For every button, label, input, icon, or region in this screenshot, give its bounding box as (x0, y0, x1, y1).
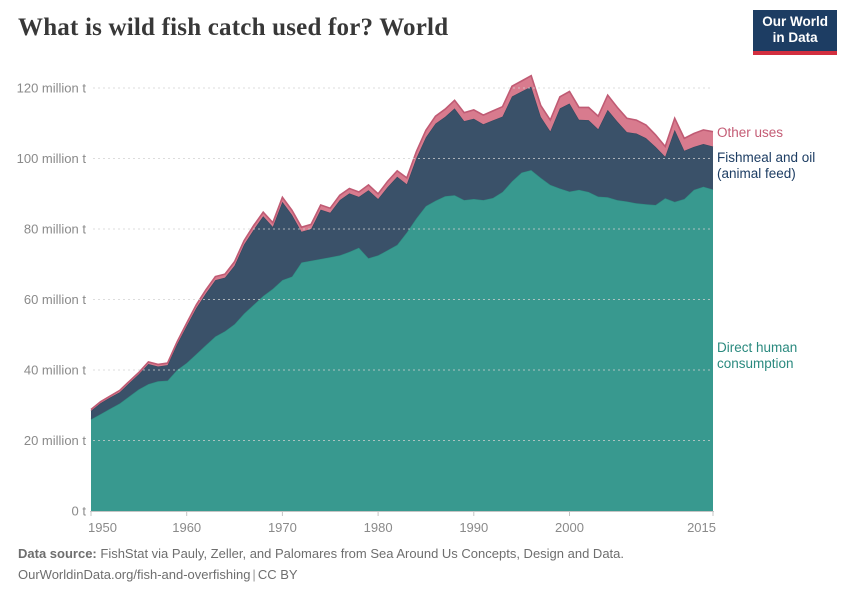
x-tick-label-1960: 1960 (172, 520, 201, 535)
footer-license-line: OurWorldinData.org/fish-and-overfishing |… (18, 564, 624, 585)
legend-dhc-line1: Direct human (717, 340, 798, 355)
x-tick-label-1970: 1970 (268, 520, 297, 535)
footer-source-text: FishStat via Pauly, Zeller, and Palomare… (100, 546, 625, 561)
y-tick-label-20: 20 million t (24, 433, 87, 448)
legend-label-other-uses: Other uses (717, 125, 783, 141)
legend-other-text: Other uses (717, 125, 784, 140)
x-tick-label-1950: 1950 (88, 520, 117, 535)
legend-label-direct-human-consumption: Direct human consumption (717, 340, 797, 372)
footer-source-line: Data source: FishStat via Pauly, Zeller,… (18, 543, 624, 564)
footer-source-label: Data source: (18, 546, 97, 561)
y-tick-label-60: 60 million t (24, 292, 87, 307)
footer-license: CC BY (257, 567, 298, 582)
owid-logo-line1: Our World (762, 14, 828, 29)
x-tick-label-2000: 2000 (555, 520, 584, 535)
x-tick-label-2015: 2015 (687, 520, 716, 535)
y-tick-label-0: 0 t (72, 504, 87, 519)
page-title: What is wild fish catch used for? World (18, 14, 449, 41)
y-tick-label-120: 120 million t (17, 81, 87, 96)
legend-label-fishmeal: Fishmeal and oil (animal feed) (717, 150, 815, 182)
chart-footer: Data source: FishStat via Pauly, Zeller,… (18, 543, 624, 585)
y-tick-label-100: 100 million t (17, 151, 87, 166)
legend-fishmeal-line1: Fishmeal and oil (717, 150, 816, 165)
y-tick-label-80: 80 million t (24, 222, 87, 237)
legend-fishmeal-line2: (animal feed) (717, 166, 796, 181)
area-direct-human-consumption (91, 170, 713, 511)
owid-logo[interactable]: Our World in Data (753, 10, 837, 55)
legend-dhc-line2: consumption (717, 356, 794, 371)
x-tick-label-1980: 1980 (364, 520, 393, 535)
x-tick-label-1990: 1990 (459, 520, 488, 535)
footer-link[interactable]: OurWorldinData.org/fish-and-overfishing (18, 567, 251, 582)
footer-separator: | (252, 567, 256, 582)
y-tick-label-40: 40 million t (24, 363, 87, 378)
owid-logo-line2: in Data (772, 30, 818, 45)
line-other-uses (90, 74, 714, 411)
area-fishmeal-and-oil (91, 86, 713, 420)
